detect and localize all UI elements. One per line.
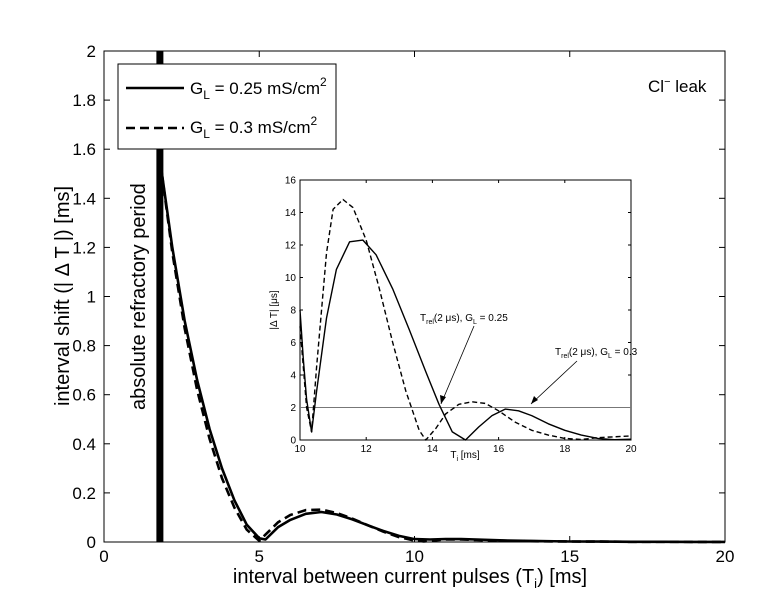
xtick-label: 20	[716, 547, 735, 566]
xtick-label: 10	[294, 444, 306, 455]
xtick-label: 0	[99, 547, 108, 566]
main-curves	[158, 158, 725, 544]
cl-leak-annotation: Cl− leak	[648, 76, 707, 96]
ytick-label: 2	[290, 403, 296, 414]
ytick-label: 0.4	[72, 435, 96, 454]
xtick-label: 10	[405, 547, 424, 566]
main-xlabel: interval between current pulses (Ti) [ms…	[233, 566, 587, 591]
ytick-label: 1.6	[72, 140, 96, 159]
legend: GL = 0.25 mS/cm2 GL = 0.3 mS/cm2	[117, 63, 337, 150]
main-ylabel: interval shift (| Δ T |) [ms]	[52, 186, 74, 406]
inset-ticks: 10 12 14 16 18 20 0 2 4 6 8 10 12 14 16	[285, 176, 637, 456]
xtick-label: 16	[493, 444, 505, 455]
xtick-label: 12	[361, 444, 373, 455]
inset-annotation-03: Trel(2 μs), GL = 0.3	[555, 347, 638, 360]
ytick-label: 1.8	[72, 91, 96, 110]
ytick-label: 0.2	[72, 484, 96, 503]
inset-arrow-025	[440, 325, 475, 405]
ytick-label: 1.4	[72, 189, 96, 208]
series-line-gl-0-3	[158, 158, 725, 544]
inset-arrow-03	[530, 360, 578, 405]
ytick-label: 8	[290, 306, 296, 317]
legend-entry-dashed: GL = 0.3 mS/cm2	[190, 114, 318, 141]
xtick-label: 5	[255, 547, 264, 566]
ytick-label: 2	[87, 42, 96, 61]
ytick-label: 0.6	[72, 386, 96, 405]
ytick-label: 14	[285, 208, 297, 219]
xtick-label: 18	[559, 444, 571, 455]
ytick-label: 4	[290, 371, 296, 382]
inset-arrowhead-03	[531, 396, 538, 404]
inset-arrowhead-025	[440, 395, 446, 404]
series-line-gl-0-25	[299, 239, 632, 441]
ytick-label: 1	[87, 287, 96, 306]
ytick-label: 1.2	[72, 238, 96, 257]
inset-annotation-025: Trel(2 μs), GL = 0.25	[420, 313, 508, 326]
inset-plot-area	[299, 179, 632, 441]
series-line-gl-0-3	[299, 198, 632, 441]
ytick-label: 16	[285, 176, 297, 187]
inset-ylabel: |Δ T| [μs]	[269, 290, 280, 330]
refractory-label: absolute refractory period	[128, 183, 150, 410]
ytick-label: 0	[87, 533, 96, 552]
ytick-label: 10	[285, 273, 297, 284]
ytick-label: 0	[290, 436, 296, 447]
legend-entry-solid: GL = 0.25 mS/cm2	[190, 75, 327, 102]
xtick-label: 14	[427, 444, 439, 455]
xtick-label: 15	[560, 547, 579, 566]
inset-xlabel: Ti [ms]	[450, 450, 480, 463]
ytick-label: 12	[285, 241, 297, 252]
ytick-label: 6	[290, 338, 296, 349]
legend-box	[117, 63, 337, 150]
xtick-label: 20	[625, 444, 637, 455]
ytick-label: 0.8	[72, 337, 96, 356]
inset-curves	[299, 198, 632, 441]
